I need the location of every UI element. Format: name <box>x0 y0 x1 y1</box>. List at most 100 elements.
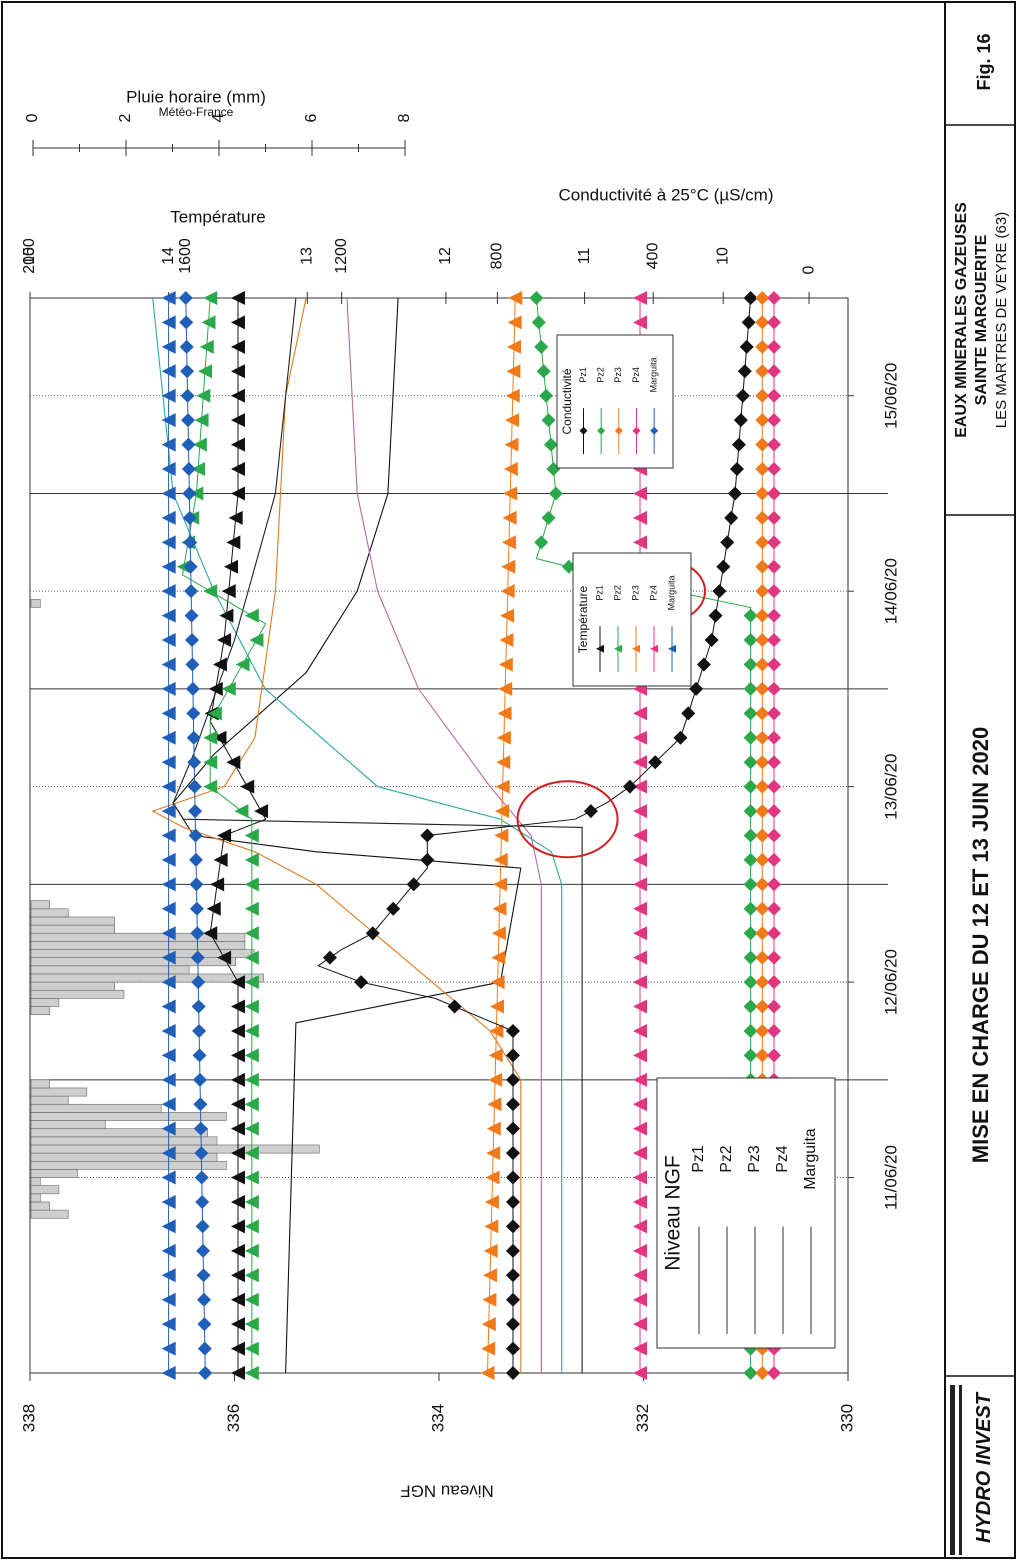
temp-point <box>244 1023 259 1038</box>
date-tick-label: 15/06/20 <box>881 363 900 429</box>
temp-point <box>161 804 176 819</box>
cond-point <box>766 633 781 648</box>
temp-point <box>244 1268 259 1283</box>
cond-point <box>766 315 781 330</box>
cond-point <box>743 950 758 965</box>
temp-point <box>161 1097 176 1112</box>
cond-point <box>755 535 770 550</box>
temp-point <box>230 1097 245 1112</box>
cond-point <box>766 486 781 501</box>
cond-point <box>179 339 194 354</box>
date-tick-label: 14/06/20 <box>881 558 900 624</box>
temp-point <box>633 1048 648 1063</box>
temp-point <box>633 975 648 990</box>
cond-point <box>188 852 203 867</box>
temp-point <box>230 1072 245 1087</box>
temperature-legend-item: Pz2 <box>612 585 622 601</box>
temp-point <box>161 950 176 965</box>
temp-point <box>161 926 176 941</box>
temp-point <box>482 1292 497 1307</box>
cond-point <box>648 755 663 770</box>
temp-point <box>161 510 176 525</box>
rain-axis-title: Pluie horaire (mm) <box>126 87 266 106</box>
rain-bar <box>30 1095 69 1105</box>
temp-point <box>633 291 648 305</box>
cond-point <box>766 339 781 354</box>
temp-point <box>244 1048 259 1063</box>
temp-point <box>161 852 176 867</box>
cond-point <box>743 1366 758 1380</box>
temp-point <box>161 1023 176 1038</box>
cond-point <box>506 1023 521 1038</box>
cond-point <box>182 486 197 501</box>
cond-point <box>183 559 198 574</box>
cond-point <box>506 1341 521 1356</box>
cond-point <box>728 486 743 501</box>
cond-point <box>191 975 206 990</box>
rain-bar <box>30 1201 50 1211</box>
cond-point <box>506 1219 521 1234</box>
temp-point <box>244 950 259 965</box>
cond-axis-title: Conductivité à 25°C (µS/cm) <box>559 185 774 204</box>
temp-point <box>161 657 176 672</box>
temp-point <box>230 413 245 428</box>
cond-point <box>755 486 770 501</box>
cond-point <box>766 852 781 867</box>
cond-point <box>506 1072 521 1087</box>
cond-point <box>420 828 435 843</box>
rain-tick-label: 0 <box>24 113 41 122</box>
temperature-legend: Température Pz1 Pz2 Pz3 Pz4 Marguita <box>572 552 692 687</box>
rain-tick-label: 2 <box>117 113 134 122</box>
conductivity-legend-marker <box>632 426 641 435</box>
cond-point <box>755 877 770 892</box>
cond-point <box>743 804 758 819</box>
cond-point <box>743 1023 758 1038</box>
legends: Niveau NGF Pz1 Pz2 Pz3 Pz4 MarguitaTempératur… <box>556 334 836 1349</box>
conductivity-legend-box <box>556 334 674 469</box>
cond-point <box>766 1023 781 1038</box>
rain-bar <box>30 1209 69 1219</box>
temp-tick-label: 15 <box>21 247 38 265</box>
cond-point <box>712 584 727 599</box>
cond-point <box>506 1121 521 1136</box>
temp-point <box>161 1292 176 1307</box>
temp-point <box>244 1146 259 1161</box>
cond-point <box>766 510 781 525</box>
cond-point <box>179 315 194 330</box>
cond-point <box>743 657 758 672</box>
temp-tick-label: 14 <box>160 247 177 265</box>
cond-point <box>548 486 563 501</box>
cond-point <box>766 657 781 672</box>
temp-point <box>480 1366 495 1380</box>
cond-point <box>766 926 781 941</box>
cond-point <box>733 413 748 428</box>
company-logo: HYDRO INVEST <box>950 1385 995 1555</box>
temp-tick-label: 10 <box>714 247 731 265</box>
temp-point <box>217 828 232 843</box>
temp-point <box>505 388 520 403</box>
temperature-legend-marker <box>614 644 622 653</box>
temp-point <box>633 901 648 916</box>
rain-bar <box>30 1169 78 1178</box>
cond-point <box>185 681 200 696</box>
cond-point <box>543 437 558 452</box>
temp-point <box>230 1170 245 1185</box>
cond-point <box>743 681 758 696</box>
cond-point <box>755 681 770 696</box>
cond-point <box>755 975 770 990</box>
rain-bar <box>30 924 115 934</box>
rain-bar <box>30 1087 88 1097</box>
temp-point <box>217 950 232 965</box>
temp-point <box>198 364 213 379</box>
temp-point <box>230 1268 245 1283</box>
temp-tick-label: 13 <box>299 247 316 265</box>
rain-bar <box>30 1152 218 1162</box>
cond-point <box>534 339 549 354</box>
temp-point <box>189 486 204 501</box>
cond-point <box>322 950 337 965</box>
temp-point <box>633 852 648 867</box>
temp-point <box>201 315 216 330</box>
cond-point <box>755 950 770 965</box>
temp-point <box>230 364 245 379</box>
